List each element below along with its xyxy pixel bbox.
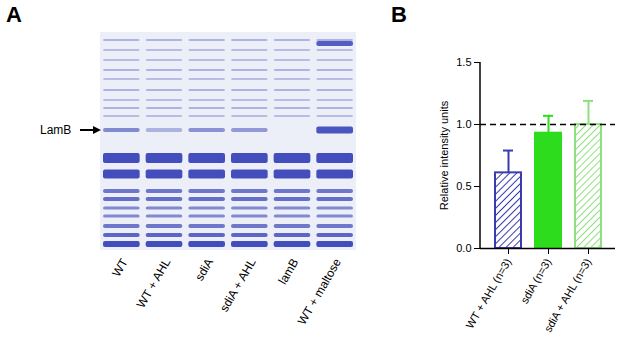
svg-text:sdiA: sdiA (192, 256, 216, 283)
svg-text:WT + AHL (n=3): WT + AHL (n=3) (463, 256, 513, 330)
svg-text:WT + maltose: WT + maltose (295, 256, 344, 327)
svg-text:0.5: 0.5 (456, 180, 471, 192)
svg-text:WT: WT (109, 256, 131, 280)
svg-text:sdiA (n=3): sdiA (n=3) (518, 256, 553, 305)
svg-text:1.0: 1.0 (456, 118, 471, 130)
svg-text:sdiA + AHL (n=3): sdiA + AHL (n=3) (542, 256, 594, 334)
svg-text:sdiA + AHL: sdiA + AHL (217, 256, 259, 314)
svg-text:Relative intensity units: Relative intensity units (438, 100, 450, 210)
svg-text:lamB: lamB (276, 256, 302, 287)
svg-text:A: A (6, 2, 22, 27)
svg-text:1.5: 1.5 (456, 56, 471, 68)
svg-text:B: B (391, 2, 407, 27)
svg-text:0.0: 0.0 (456, 242, 471, 254)
svg-text:WT + AHL: WT + AHL (134, 256, 174, 311)
svg-text:LamB: LamB (40, 123, 71, 137)
